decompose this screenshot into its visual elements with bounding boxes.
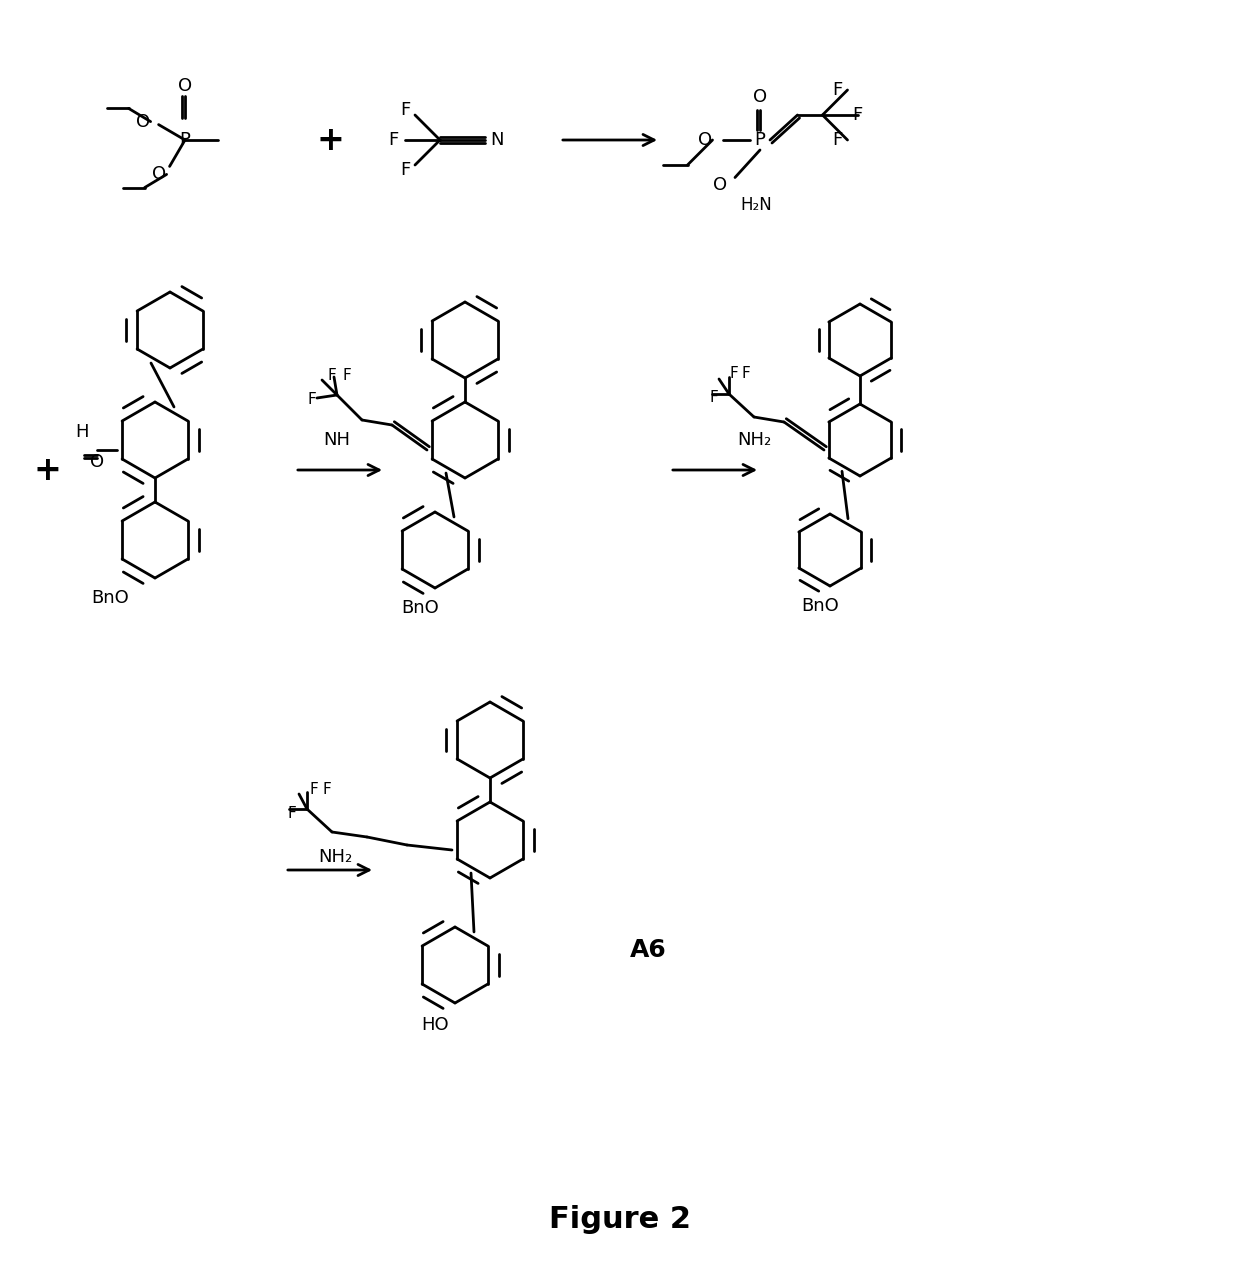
Text: F: F xyxy=(729,366,738,381)
Text: H: H xyxy=(76,423,89,441)
Text: F: F xyxy=(310,781,319,796)
Text: P: P xyxy=(180,130,191,149)
Text: F: F xyxy=(852,106,863,124)
Text: +: + xyxy=(33,453,61,486)
Text: F: F xyxy=(288,806,296,822)
Text: O: O xyxy=(136,113,150,130)
Text: H₂N: H₂N xyxy=(740,196,771,214)
Text: NH: NH xyxy=(324,430,351,449)
Text: O: O xyxy=(698,130,713,149)
Text: BnO: BnO xyxy=(401,599,439,617)
Text: F: F xyxy=(399,161,410,179)
Text: BnO: BnO xyxy=(91,589,129,606)
Text: F: F xyxy=(709,390,718,405)
Text: F: F xyxy=(832,130,843,149)
Text: F: F xyxy=(742,366,750,381)
Text: Figure 2: Figure 2 xyxy=(549,1205,691,1234)
Text: O: O xyxy=(153,166,166,184)
Text: F: F xyxy=(399,101,410,119)
Text: NH₂: NH₂ xyxy=(737,430,771,449)
Text: F: F xyxy=(832,81,843,99)
Text: N: N xyxy=(490,130,503,149)
Text: O: O xyxy=(713,176,727,195)
Text: BnO: BnO xyxy=(801,598,839,615)
Text: F: F xyxy=(388,130,398,149)
Text: F: F xyxy=(308,392,316,408)
Text: F: F xyxy=(322,781,331,796)
Text: A6: A6 xyxy=(630,938,667,962)
Text: F: F xyxy=(327,367,336,382)
Text: HO: HO xyxy=(422,1017,449,1034)
Text: O: O xyxy=(177,77,192,95)
Text: NH₂: NH₂ xyxy=(317,848,352,866)
Text: O: O xyxy=(91,453,104,471)
Text: P: P xyxy=(755,130,765,149)
Text: O: O xyxy=(753,89,768,106)
Text: F: F xyxy=(342,367,351,382)
Text: +: + xyxy=(316,124,343,157)
